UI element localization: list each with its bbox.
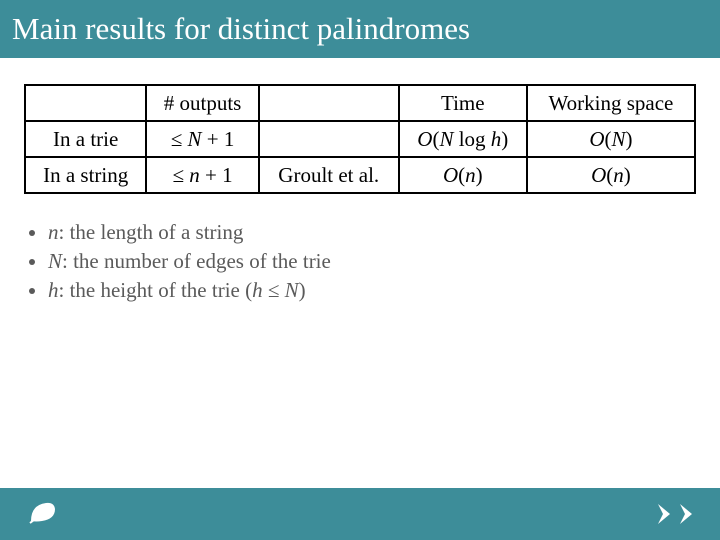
cell-time: O(n): [399, 157, 527, 193]
row-label: In a string: [25, 157, 146, 193]
col-blank: [25, 85, 146, 121]
cell-space: O(N): [527, 121, 695, 157]
cell-space: O(n): [527, 157, 695, 193]
results-table: # outputs Time Working space In a trie ≤…: [24, 84, 696, 194]
col-ref: [259, 85, 399, 121]
cell-outputs: ≤ n + 1: [146, 157, 258, 193]
slide-footer: [0, 488, 720, 540]
chevron-right-icon: [656, 502, 676, 526]
definitions-list: n: the length of a string N: the number …: [24, 220, 696, 303]
cell-ref: [259, 121, 399, 157]
table-row: In a string ≤ n + 1 Groult et al. O(n) O…: [25, 157, 695, 193]
cell-outputs: ≤ N + 1: [146, 121, 258, 157]
slide-title: Main results for distinct palindromes: [12, 11, 470, 47]
chevron-right-icon: [678, 502, 698, 526]
slide-content: # outputs Time Working space In a trie ≤…: [0, 58, 720, 303]
cell-time: O(N log h): [399, 121, 527, 157]
col-space: Working space: [527, 85, 695, 121]
cell-ref: Groult et al.: [259, 157, 399, 193]
list-item: N: the number of edges of the trie: [48, 249, 696, 274]
col-time: Time: [399, 85, 527, 121]
row-label: In a trie: [25, 121, 146, 157]
slide-header: Main results for distinct palindromes: [0, 0, 720, 58]
leaf-icon: [28, 499, 58, 530]
next-chevrons[interactable]: [656, 502, 698, 526]
col-outputs: # outputs: [146, 85, 258, 121]
list-item: n: the length of a string: [48, 220, 696, 245]
slide: Main results for distinct palindromes # …: [0, 0, 720, 540]
table-header-row: # outputs Time Working space: [25, 85, 695, 121]
list-item: h: the height of the trie (h ≤ N): [48, 278, 696, 303]
table-row: In a trie ≤ N + 1 O(N log h) O(N): [25, 121, 695, 157]
